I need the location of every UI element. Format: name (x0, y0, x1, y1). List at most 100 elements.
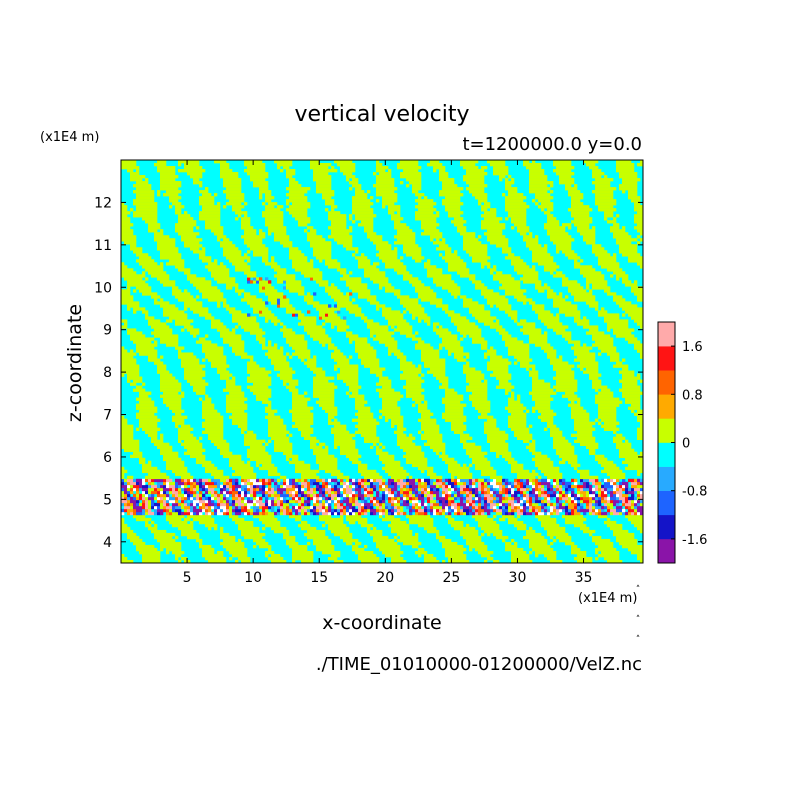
heatmap-cell (442, 541, 458, 546)
heatmap-cell (277, 490, 281, 495)
heatmap-cell (541, 412, 557, 416)
heatmap-cell (292, 556, 314, 561)
heatmap-cell (385, 508, 389, 513)
heatmap-cell (523, 505, 527, 510)
heatmap-cell (625, 457, 644, 462)
heatmap-cell (574, 418, 590, 422)
heatmap-cell (577, 553, 587, 558)
heatmap-cell (478, 484, 482, 489)
heatmap-cell (625, 400, 641, 404)
heatmap-cell (139, 289, 152, 293)
heatmap-cell (160, 493, 167, 498)
heatmap-cell (637, 526, 644, 531)
heatmap-cell (547, 214, 554, 218)
heatmap-cell (595, 508, 599, 513)
heatmap-cell (325, 484, 329, 489)
heatmap-cell (490, 163, 506, 167)
heatmap-cell (310, 244, 332, 248)
heatmap-cell (181, 532, 200, 537)
heatmap-cell (244, 328, 263, 332)
heatmap-cell (121, 523, 128, 528)
heatmap-cell (496, 481, 503, 486)
heatmap-cell (355, 349, 377, 353)
heatmap-cell (511, 262, 527, 266)
heatmap-cell (547, 355, 557, 359)
heatmap-cell (403, 511, 407, 516)
heatmap-cell (517, 229, 530, 233)
heatmap-cell (265, 220, 284, 224)
heatmap-cell (124, 502, 128, 507)
heatmap-cell (466, 379, 482, 383)
heatmap-cell (421, 298, 443, 302)
heatmap-cell (478, 502, 482, 507)
heatmap-cell (568, 286, 584, 290)
heatmap-cell (178, 559, 182, 564)
heatmap-cell (358, 520, 368, 525)
heatmap-cell (466, 538, 482, 543)
heatmap-cell (418, 316, 431, 320)
heatmap-cell (349, 214, 353, 218)
heatmap-cell (475, 508, 479, 513)
heatmap-cell (223, 544, 245, 549)
heatmap-cell (202, 406, 215, 410)
heatmap-cell (571, 496, 575, 501)
heatmap-cell (280, 505, 284, 510)
heatmap-cell (319, 502, 323, 507)
heatmap-cell (259, 511, 263, 516)
heatmap-cell (592, 247, 605, 251)
heatmap-cell (499, 331, 509, 335)
heatmap-cell (463, 499, 467, 504)
heatmap-cell (364, 439, 380, 443)
heatmap-cell (220, 502, 227, 507)
heatmap-cell (616, 487, 620, 492)
heatmap-cell (322, 406, 338, 410)
heatmap-cell (142, 508, 146, 513)
heatmap-cell (175, 508, 182, 513)
heatmap-cell (553, 385, 578, 389)
heatmap-cell (232, 208, 242, 212)
heatmap-cell (535, 460, 554, 465)
heatmap-cell (571, 493, 575, 498)
heatmap-cell (439, 343, 461, 347)
heatmap-cell (325, 478, 329, 483)
heatmap-cell (418, 430, 422, 434)
heatmap-cell (247, 505, 251, 510)
heatmap-cell (391, 496, 395, 501)
heatmap-cell (550, 238, 575, 242)
heatmap-cell (604, 487, 608, 492)
heatmap-cell (637, 478, 641, 483)
heatmap-cell (415, 217, 437, 221)
heatmap-cell (508, 400, 521, 404)
heatmap-cell (526, 241, 539, 245)
heatmap-cell (241, 478, 245, 483)
heatmap-cell (358, 505, 362, 510)
heatmap-cell (166, 550, 170, 555)
heatmap-cell (325, 490, 329, 495)
heatmap-cell (280, 493, 290, 498)
heatmap-cell (217, 301, 221, 305)
heatmap-cell (607, 508, 611, 513)
heatmap-cell (412, 256, 425, 260)
heatmap-cell (286, 172, 296, 176)
heatmap-cell (283, 382, 287, 386)
heatmap-cell (412, 397, 425, 401)
heatmap-cell (136, 502, 140, 507)
heatmap-cell (625, 511, 629, 516)
heatmap-cell (448, 289, 461, 293)
heatmap-cell (481, 223, 506, 227)
heatmap-cell (463, 166, 479, 170)
heatmap-cell (622, 178, 641, 182)
heatmap-cell (445, 253, 458, 257)
heatmap-cell (202, 247, 206, 251)
heatmap-cell (280, 370, 296, 374)
heatmap-cell (178, 217, 194, 221)
heatmap-cell (511, 481, 515, 486)
heatmap-cell (394, 247, 398, 251)
heatmap-cell (253, 493, 257, 498)
heatmap-cell (358, 508, 362, 513)
heatmap-cell (253, 496, 257, 501)
heatmap-cell (184, 439, 200, 443)
heatmap-cell (517, 298, 533, 302)
heatmap-cell (169, 259, 185, 263)
heatmap-cell (481, 490, 485, 495)
